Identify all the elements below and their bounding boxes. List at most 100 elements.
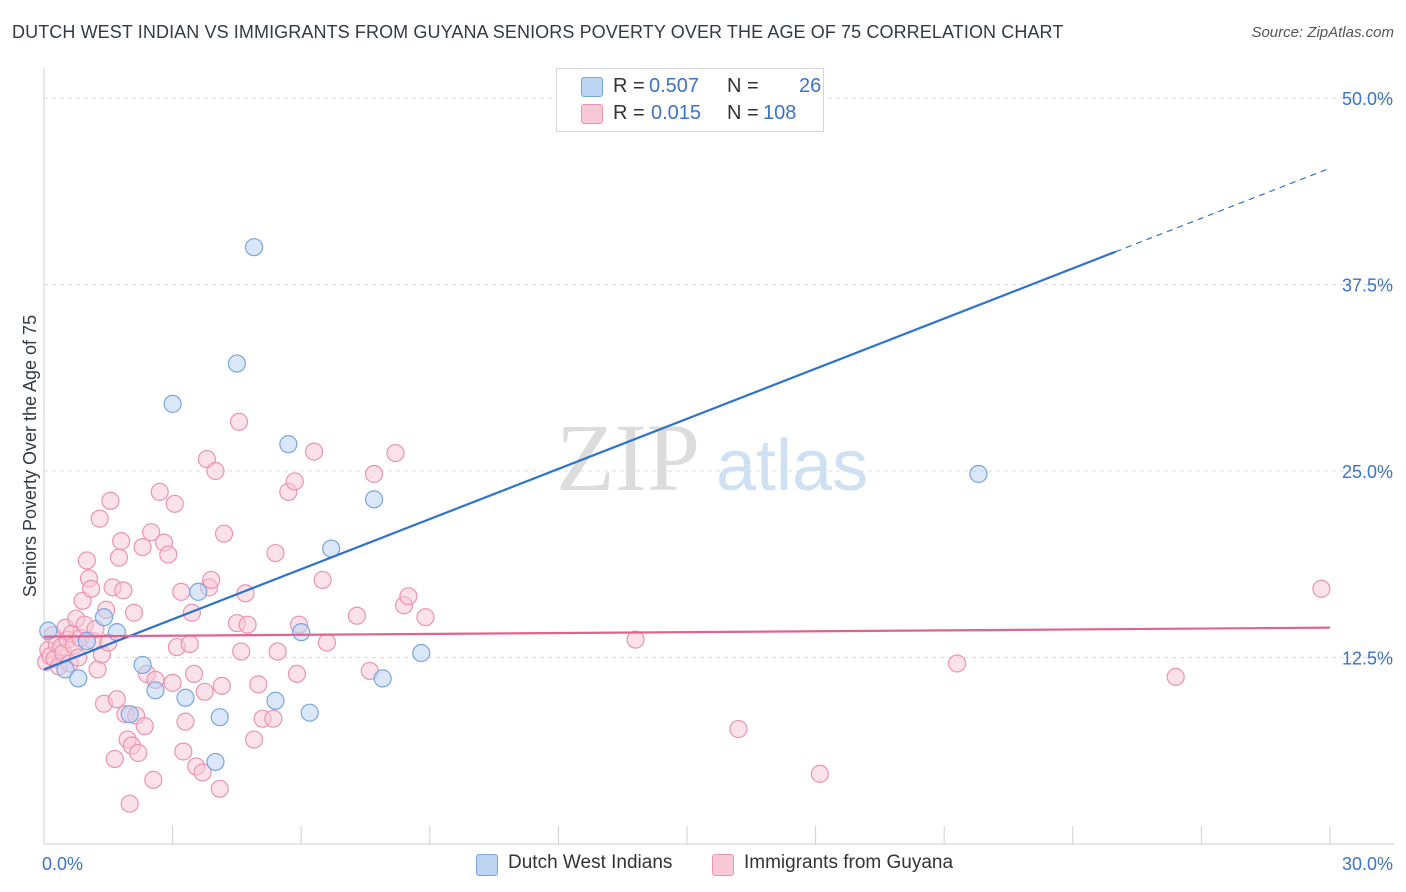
scatter-point-guyana <box>317 633 337 652</box>
scatter-point-dutch-west-indian <box>77 631 96 651</box>
scatter-point-guyana <box>195 682 214 701</box>
y-tick-label: 50.0% <box>1342 89 1393 109</box>
scatter-point-dutch-west-indian <box>969 464 988 484</box>
scatter-point-dutch-west-indian <box>69 669 88 688</box>
trend-line-dutch-west-indians <box>43 250 1117 671</box>
scatter-point-guyana <box>101 491 120 510</box>
scatter-point-guyana <box>135 717 154 736</box>
scatter-point-guyana <box>212 676 231 695</box>
scatter-point-dutch-west-indian <box>266 691 285 710</box>
scatter-point-guyana <box>304 442 324 461</box>
scatter-point-guyana <box>184 664 204 684</box>
scatter-point-guyana <box>729 720 748 739</box>
scatter-point-dutch-west-indian <box>227 354 246 373</box>
bottom-legend-swatch-blue <box>476 854 498 876</box>
correlation-legend: R = 0.507 N = 26 R = 0.015 N = 108 <box>556 68 824 132</box>
bottom-legend-label: Dutch West Indians <box>508 852 673 873</box>
bottom-legend-swatch-pink <box>712 854 734 876</box>
scatter-point-guyana <box>120 794 139 813</box>
scatter-point-dutch-west-indian <box>210 708 229 727</box>
watermark-atlas: atlas <box>716 426 868 506</box>
legend-n-value: 108 <box>763 102 797 124</box>
legend-r-value: 0.507 <box>649 75 700 97</box>
scatter-point-dutch-west-indian <box>279 435 298 454</box>
legend-n-value: 26 <box>799 75 822 97</box>
y-axis-label: Seniors Poverty Over the Age of 75 <box>20 315 40 597</box>
y-tick-label: 25.0% <box>1342 462 1393 482</box>
series-dutch-west-indians-points <box>39 90 988 772</box>
scatter-point-dutch-west-indian <box>364 490 384 509</box>
scatter-point-dutch-west-indian <box>412 643 431 663</box>
scatter-point-dutch-west-indian <box>176 688 195 707</box>
legend-swatch-blue <box>581 77 603 97</box>
scatter-point-guyana <box>172 582 191 601</box>
scatter-point-guyana <box>82 579 101 598</box>
x-tick-label: 0.0% <box>42 854 83 874</box>
scatter-point-dutch-west-indian <box>133 655 152 675</box>
scatter-point-guyana <box>90 509 109 528</box>
scatter-point-guyana <box>88 660 107 679</box>
scatter-point-guyana <box>229 412 249 431</box>
scatter-point-guyana <box>112 532 131 551</box>
scatter-point-guyana <box>244 730 264 749</box>
series-immigrants-from-guyana-points <box>37 412 1331 813</box>
scatter-point-guyana <box>399 587 418 606</box>
tick-labels: 12.5% 25.0% 37.5% 50.0% 0.0% 30.0% <box>42 89 1393 874</box>
scatter-point-guyana <box>947 654 967 673</box>
legend-n-label: N = <box>727 75 759 97</box>
legend-r-value: 0.015 <box>651 102 702 124</box>
legend-n-label: N = <box>727 102 759 124</box>
bottom-legend-label: Immigrants from Guyana <box>744 852 954 873</box>
y-tick-label: 37.5% <box>1342 276 1393 296</box>
scatter-point-guyana <box>202 570 221 590</box>
scatter-point-dutch-west-indian <box>244 238 264 257</box>
scatter-point-guyana <box>1312 579 1331 598</box>
scatter-point-guyana <box>347 606 367 625</box>
scatter-point-guyana <box>238 615 257 634</box>
scatter-point-guyana <box>364 464 384 484</box>
scatter-point-guyana <box>142 523 161 542</box>
scatter-point-guyana <box>313 570 332 590</box>
scatter-point-guyana <box>214 524 234 543</box>
trend-line-immigrants-from-guyana <box>43 626 1331 638</box>
scatter-point-guyana <box>114 581 133 600</box>
scatter-point-guyana <box>626 630 645 649</box>
scatter-point-dutch-west-indian <box>206 752 225 772</box>
scatter-point-dutch-west-indian <box>39 621 58 640</box>
scatter-point-guyana <box>287 664 307 684</box>
scatter-point-guyana <box>266 543 285 563</box>
chart-title: DUTCH WEST INDIAN VS IMMIGRANTS FROM GUY… <box>12 22 1064 42</box>
scatter-point-guyana <box>285 472 304 491</box>
legend-swatch-pink <box>581 104 603 124</box>
watermark: ZIP atlas <box>556 404 868 511</box>
axes <box>43 68 1394 845</box>
scatter-point-guyana <box>109 548 129 567</box>
scatter-point-guyana <box>159 545 178 564</box>
scatter-point-dutch-west-indian <box>163 394 182 413</box>
legend-r-label: R = <box>613 102 645 124</box>
scatter-point-dutch-west-indian <box>146 681 165 700</box>
scatter-point-guyana <box>268 642 287 661</box>
trend-line-dutch-west-indians-extension <box>1115 167 1331 253</box>
grid-lines <box>44 97 1394 658</box>
scatter-point-guyana <box>232 642 251 661</box>
legend-r-label: R = <box>613 75 645 97</box>
scatter-point-guyana <box>77 551 96 570</box>
scatter-point-guyana <box>144 770 163 789</box>
chart-source: Source: ZipAtlas.com <box>1251 24 1394 41</box>
scatter-point-dutch-west-indian <box>300 703 319 722</box>
watermark-zip: ZIP <box>556 404 700 511</box>
x-tick-label: 30.0% <box>1342 854 1393 874</box>
scatter-point-guyana <box>264 709 283 728</box>
scatter-point-dutch-west-indian <box>292 623 311 642</box>
scatter-point-guyana <box>810 764 829 783</box>
trend-lines <box>43 167 1331 671</box>
scatter-point-guyana <box>124 603 144 622</box>
scatter-point-guyana <box>249 675 268 694</box>
scatter-point-guyana <box>107 690 126 709</box>
scatter-point-guyana <box>176 712 195 731</box>
scatter-point-guyana <box>129 743 148 763</box>
scatter-point-guyana <box>165 494 184 513</box>
scatter-point-guyana <box>386 443 405 463</box>
